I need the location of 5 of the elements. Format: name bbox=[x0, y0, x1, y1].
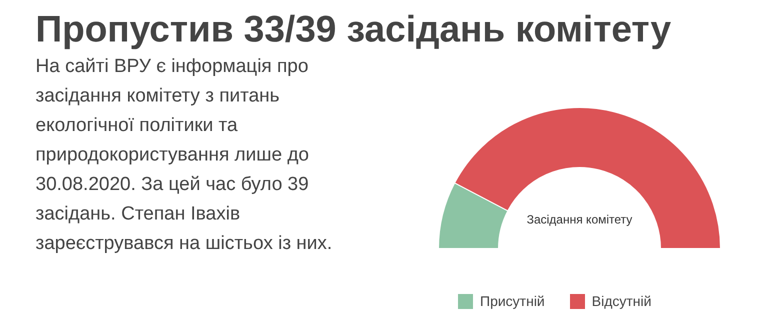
legend-label: Відсутній bbox=[592, 293, 652, 309]
text: Засідання комітету bbox=[526, 212, 632, 226]
legend-label: Присутній bbox=[480, 293, 545, 309]
text: На сайті ВРУ є інформація про засідання комітету з питань екологічної політики та природокористування лише до 30.08.2020. За цей час було 39 засідань. Степан Івахів зареєструвався на шістьох із них. bbox=[36, 56, 332, 254]
chart-title: Пропустив 33/39 засідань комітету bbox=[36, 8, 672, 50]
